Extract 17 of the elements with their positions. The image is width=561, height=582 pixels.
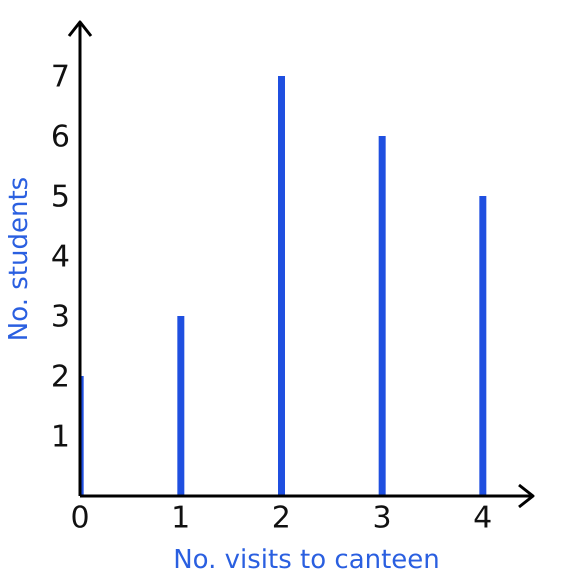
y-tick-label: 5 bbox=[50, 180, 70, 215]
y-tick-label: 1 bbox=[50, 420, 70, 455]
bar bbox=[378, 136, 386, 496]
x-tick-label: 2 bbox=[272, 500, 291, 536]
y-tick-label: 4 bbox=[50, 240, 70, 275]
x-tick-label: 0 bbox=[70, 500, 90, 536]
bar bbox=[278, 76, 285, 496]
x-axis-title: No. visits to canteen bbox=[173, 545, 440, 575]
x-tick-label: 3 bbox=[372, 500, 392, 536]
x-tick-label: 4 bbox=[473, 500, 492, 536]
y-tick-label: 7 bbox=[50, 60, 70, 95]
bar bbox=[177, 316, 184, 496]
y-tick-label: 6 bbox=[50, 120, 70, 155]
y-tick-label: 3 bbox=[50, 300, 70, 335]
y-tick-label: 2 bbox=[50, 360, 70, 395]
bar bbox=[479, 196, 486, 496]
x-tick-label: 1 bbox=[171, 500, 190, 536]
